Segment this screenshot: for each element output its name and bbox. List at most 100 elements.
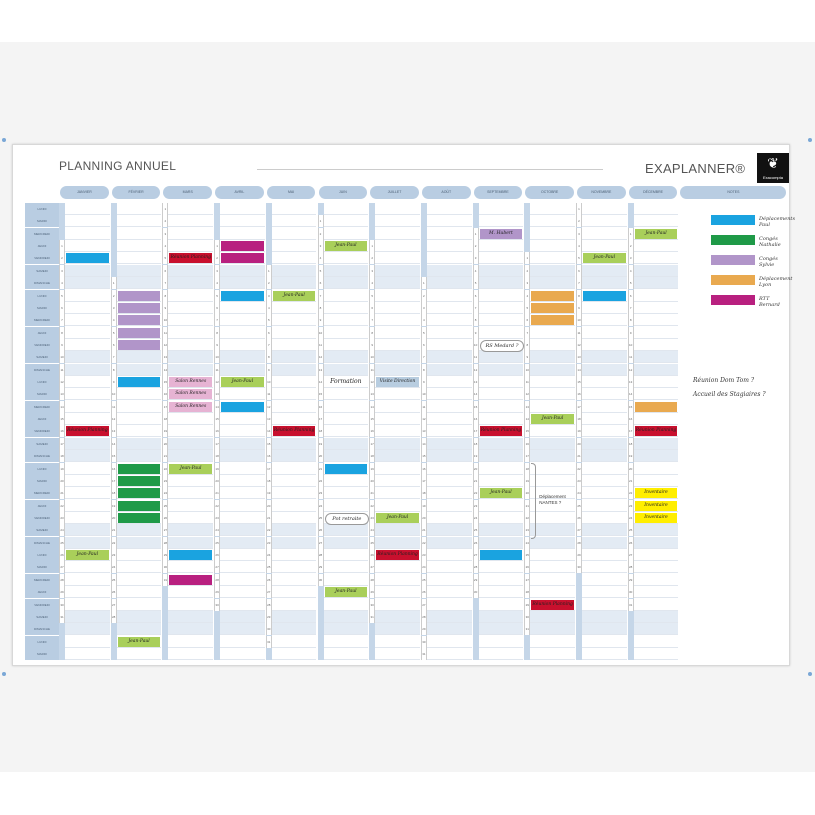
- day-cell: [220, 573, 265, 586]
- day-number: 12: [420, 413, 427, 426]
- day-cell: [323, 561, 369, 574]
- day-number: 1: [110, 277, 117, 290]
- event-marker[interactable]: [117, 500, 161, 511]
- event-marker[interactable]: Réunion Planning: [66, 426, 109, 437]
- day-cell: [323, 376, 369, 389]
- planner-note[interactable]: RS Medard ?: [479, 339, 525, 352]
- event-marker[interactable]: Jean-Paul: [479, 488, 523, 499]
- day-number: 19: [369, 462, 376, 475]
- event-marker[interactable]: Réunion Planning: [169, 253, 213, 264]
- event-marker[interactable]: [117, 290, 161, 301]
- day-cell: [271, 487, 317, 500]
- event-marker[interactable]: [479, 550, 523, 561]
- day-number: 6: [265, 326, 272, 339]
- day-cell: [65, 647, 110, 660]
- notes-text: Réunion Dom Tom ?: [693, 377, 755, 384]
- day-number: 5: [110, 326, 117, 339]
- event-marker[interactable]: Jean-Paul: [272, 290, 316, 301]
- event-marker[interactable]: Jean-Paul: [221, 377, 264, 388]
- event-marker[interactable]: Réunion Planning: [376, 550, 419, 561]
- event-marker[interactable]: [221, 401, 264, 412]
- event-marker[interactable]: Jean-Paul: [66, 550, 109, 561]
- day-cell: [478, 437, 524, 450]
- event-marker[interactable]: M. Hubert: [479, 228, 523, 239]
- event-marker[interactable]: [117, 513, 161, 523]
- day-cell: [168, 598, 214, 611]
- event-marker[interactable]: [531, 302, 574, 313]
- event-marker[interactable]: Réunion Planning: [272, 426, 316, 437]
- event-marker[interactable]: [583, 290, 626, 301]
- event-marker[interactable]: [117, 488, 161, 499]
- month-header-3: MARS: [163, 186, 213, 199]
- day-number: 22: [265, 524, 272, 537]
- event-marker[interactable]: Réunion Planning: [531, 599, 574, 610]
- event-marker[interactable]: Jean-Paul: [324, 241, 368, 252]
- event-marker[interactable]: Jean-Paul: [169, 463, 213, 474]
- event-marker[interactable]: Inventaire: [634, 488, 678, 499]
- day-number: 26: [214, 549, 221, 562]
- event-marker[interactable]: Réunion Planning: [634, 426, 678, 437]
- day-cell: [530, 610, 575, 623]
- event-marker[interactable]: [117, 377, 161, 388]
- event-marker[interactable]: [221, 290, 264, 301]
- event-marker[interactable]: [117, 339, 161, 350]
- weekday-label: DIMANCHE: [25, 623, 59, 636]
- event-marker[interactable]: [634, 401, 678, 412]
- day-cell: [220, 610, 265, 623]
- event-marker[interactable]: [117, 475, 161, 486]
- event-marker[interactable]: Visite Direction: [376, 377, 419, 388]
- event-marker[interactable]: [117, 315, 161, 326]
- day-number: 21: [59, 487, 65, 500]
- planner-note[interactable]: Formation: [330, 378, 362, 386]
- event-marker[interactable]: [531, 315, 574, 326]
- day-cell: [478, 388, 524, 401]
- day-cell: [582, 240, 627, 253]
- day-cell: [168, 487, 214, 500]
- day-cell: [426, 635, 472, 648]
- day-number: 28: [317, 549, 324, 562]
- event-marker[interactable]: Jean-Paul: [531, 414, 574, 425]
- day-cell: [375, 215, 420, 228]
- event-marker[interactable]: [221, 241, 264, 252]
- event-marker[interactable]: [169, 574, 213, 585]
- event-marker[interactable]: Jean-Paul: [376, 513, 419, 523]
- event-marker[interactable]: Jean-Paul: [324, 587, 368, 598]
- event-marker[interactable]: Inventaire: [634, 500, 678, 511]
- day-cell: [582, 623, 627, 636]
- event-marker[interactable]: Salon Rennes: [169, 401, 213, 412]
- event-marker[interactable]: Jean-Paul: [634, 228, 678, 239]
- event-marker[interactable]: Jean-Paul: [117, 636, 161, 647]
- day-cell: [65, 351, 110, 364]
- event-marker[interactable]: [531, 290, 574, 301]
- event-marker[interactable]: [324, 463, 368, 474]
- event-marker[interactable]: Inventaire: [634, 513, 678, 523]
- event-marker[interactable]: Réunion Planning: [479, 426, 523, 437]
- event-marker[interactable]: [66, 253, 109, 264]
- day-cell: [375, 413, 420, 426]
- event-marker[interactable]: Salon Rennes: [169, 389, 213, 400]
- event-marker[interactable]: [117, 327, 161, 338]
- month-header-4: AVRIL: [215, 186, 264, 199]
- event-marker[interactable]: [117, 302, 161, 313]
- day-number: 28: [59, 573, 65, 586]
- day-number: 20: [214, 474, 221, 487]
- event-marker[interactable]: [169, 550, 213, 561]
- event-marker[interactable]: [117, 463, 161, 474]
- day-cell: [530, 499, 575, 512]
- event-marker[interactable]: [221, 253, 264, 264]
- planner-note[interactable]: Pot retraite: [324, 513, 370, 525]
- day-number: 25: [472, 524, 479, 537]
- day-number: 8: [265, 351, 272, 364]
- day-cell: [220, 499, 265, 512]
- day-cell: [168, 499, 214, 512]
- day-number: 7: [317, 289, 324, 302]
- event-marker[interactable]: Jean-Paul: [583, 253, 626, 264]
- day-number: 14: [576, 363, 582, 376]
- day-number: 28: [524, 586, 531, 599]
- day-cell: [116, 277, 162, 290]
- day-number: 24: [110, 561, 117, 574]
- event-marker[interactable]: Salon Rennes: [169, 377, 213, 388]
- day-cell: [478, 512, 524, 524]
- day-number: 12: [59, 376, 65, 389]
- day-cell: [375, 400, 420, 413]
